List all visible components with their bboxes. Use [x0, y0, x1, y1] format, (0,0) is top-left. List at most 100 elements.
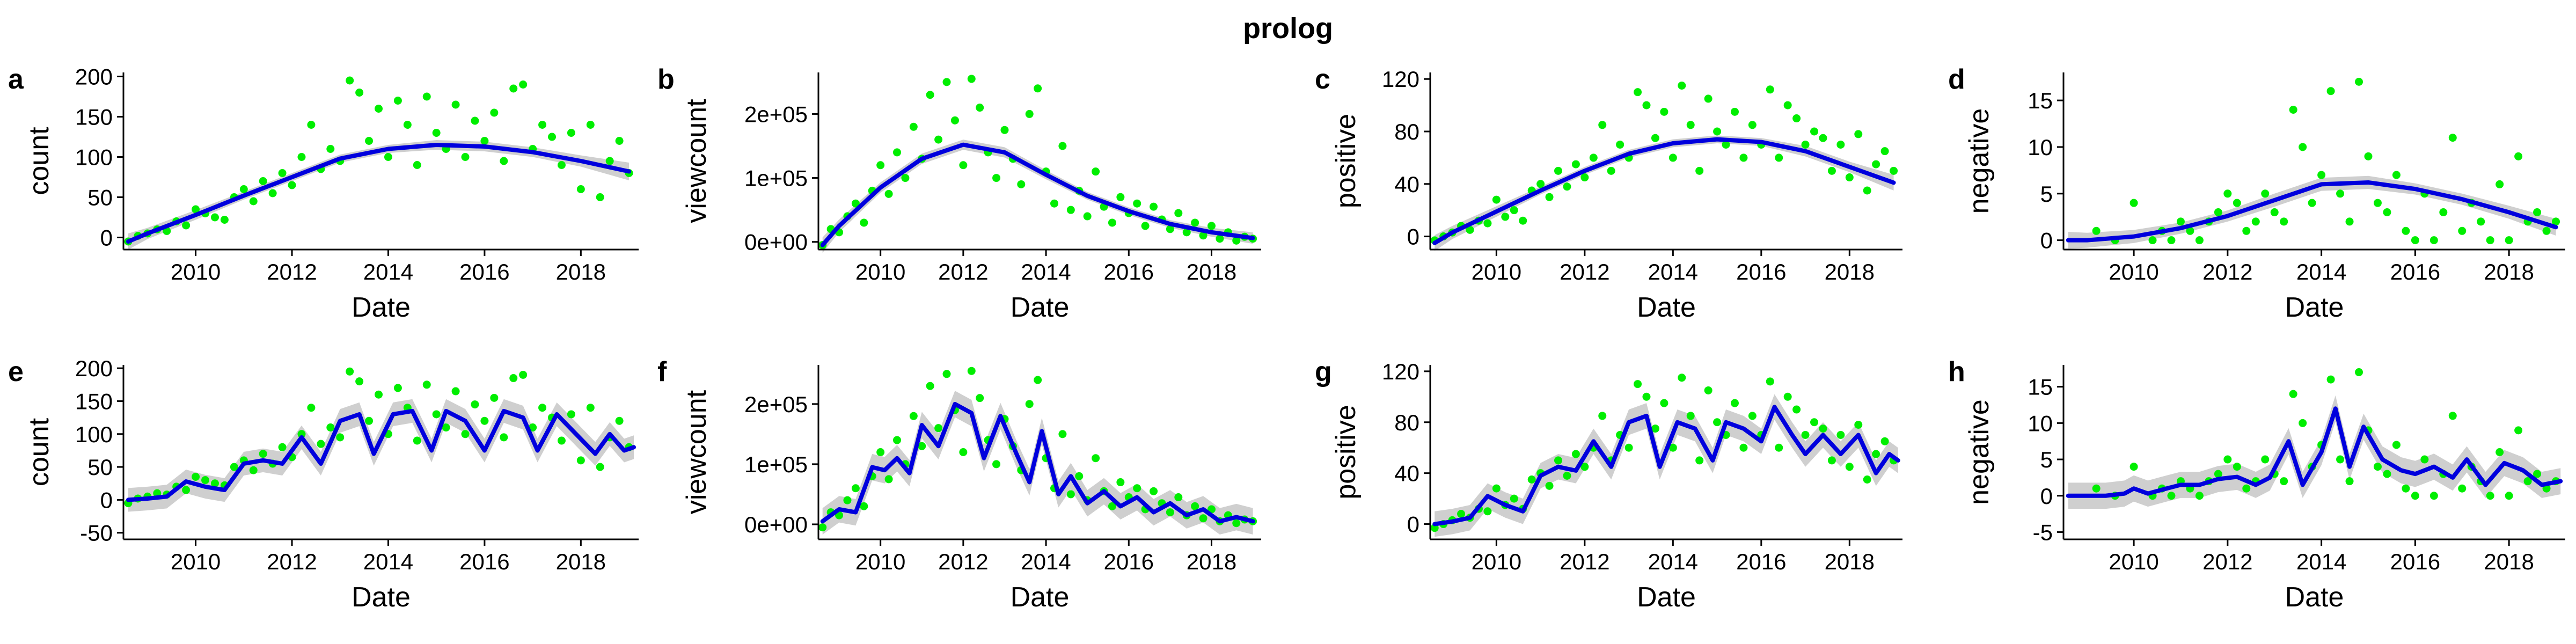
- data-point: [1730, 399, 1739, 407]
- panel-label: e: [8, 356, 24, 387]
- confidence-band-c: [1435, 135, 1894, 251]
- data-point: [1748, 121, 1757, 129]
- data-point: [992, 460, 1001, 469]
- x-tick-label: 2014: [1021, 259, 1071, 284]
- y-tick-label: 40: [1394, 461, 1419, 486]
- data-point: [2223, 189, 2232, 198]
- y-axis-label: viewcount: [681, 390, 712, 514]
- data-point: [884, 475, 893, 484]
- data-point: [1792, 405, 1801, 414]
- data-point: [2242, 484, 2251, 493]
- data-point: [2364, 152, 2373, 160]
- data-point: [2383, 208, 2391, 217]
- data-point: [2261, 455, 2270, 464]
- data-point: [1580, 173, 1589, 182]
- data-point: [346, 76, 354, 85]
- data-point: [2373, 199, 2382, 207]
- data-point: [576, 456, 585, 465]
- data-point: [884, 189, 893, 198]
- data-point: [1191, 502, 1199, 510]
- data-point: [461, 153, 470, 161]
- data-point: [1739, 443, 1748, 452]
- data-point: [1483, 219, 1492, 228]
- data-point: [210, 479, 219, 488]
- data-point: [297, 153, 306, 161]
- figure-title: prolog: [1243, 12, 1333, 45]
- data-point: [2233, 463, 2241, 471]
- data-point: [2514, 152, 2523, 160]
- x-axis-label: Date: [2285, 582, 2344, 613]
- x-tick-label: 2010: [171, 259, 221, 284]
- data-point: [2233, 199, 2241, 207]
- data-point: [1783, 101, 1792, 109]
- panel-label: a: [8, 64, 24, 95]
- data-point: [1554, 456, 1563, 465]
- data-point: [432, 410, 441, 419]
- data-point: [1232, 236, 1241, 245]
- data-point: [422, 92, 431, 101]
- x-tick-label: 2016: [1736, 549, 1786, 574]
- data-point: [1483, 507, 1492, 516]
- data-point: [2496, 448, 2504, 456]
- x-tick-label: 2016: [1104, 259, 1154, 284]
- data-point: [2383, 470, 2391, 478]
- data-point: [557, 161, 566, 169]
- data-point: [239, 185, 248, 193]
- data-point: [1642, 101, 1651, 109]
- data-point: [909, 412, 918, 420]
- data-point: [976, 394, 984, 402]
- data-point: [220, 216, 229, 224]
- panel-label: f: [657, 356, 667, 387]
- data-point: [843, 496, 852, 504]
- data-point: [442, 423, 450, 432]
- y-tick-label: 150: [75, 105, 113, 130]
- data-point: [557, 436, 566, 445]
- data-point: [2299, 143, 2307, 151]
- data-point: [2280, 217, 2288, 226]
- data-point: [2214, 470, 2222, 478]
- data-point: [967, 367, 976, 375]
- data-point: [2429, 236, 2438, 245]
- data-point: [1108, 218, 1116, 227]
- data-point: [1845, 463, 1854, 471]
- data-point: [2411, 236, 2419, 245]
- data-point: [2411, 492, 2419, 500]
- data-point: [210, 213, 219, 222]
- data-point: [1589, 153, 1598, 162]
- panel-e: 2010 2012 2014 2016 2018 -50 0 50 100 150 200 Date c…: [8, 356, 639, 613]
- data-point: [1668, 153, 1677, 162]
- data-point: [851, 484, 860, 493]
- data-point: [192, 472, 200, 481]
- x-tick-label: 2014: [2296, 549, 2346, 574]
- data-point: [432, 129, 441, 137]
- data-point: [259, 177, 267, 185]
- data-point: [1150, 202, 1158, 211]
- data-point: [1801, 430, 1810, 439]
- x-tick-label: 2012: [267, 259, 317, 284]
- x-tick-label: 2016: [2390, 549, 2440, 574]
- data-point: [1801, 140, 1810, 149]
- data-point: [1166, 225, 1174, 233]
- data-point: [413, 436, 421, 445]
- data-point: [2420, 455, 2429, 464]
- data-point: [317, 440, 325, 448]
- data-point: [2299, 419, 2307, 427]
- data-point: [1704, 94, 1713, 103]
- data-point: [2176, 217, 2185, 226]
- data-point: [1739, 153, 1748, 162]
- data-point: [538, 121, 547, 129]
- x-tick-label: 2012: [1560, 259, 1609, 284]
- y-tick-label: 0: [2040, 228, 2053, 253]
- data-point: [1216, 235, 1224, 243]
- y-axis-label: negative: [1964, 108, 1995, 214]
- y-tick-label: 0: [1407, 512, 1419, 537]
- x-tick-label: 2012: [2202, 259, 2252, 284]
- data-point: [942, 370, 951, 378]
- y-tick-label: 120: [1382, 359, 1419, 384]
- confidence-band-h: [2068, 395, 2561, 509]
- data-point: [375, 105, 383, 113]
- panel-g: 2010 2012 2014 2016 2018 0 40 80 120 Date positive…: [1315, 356, 1902, 613]
- data-point: [2186, 226, 2194, 235]
- data-point: [1854, 130, 1863, 138]
